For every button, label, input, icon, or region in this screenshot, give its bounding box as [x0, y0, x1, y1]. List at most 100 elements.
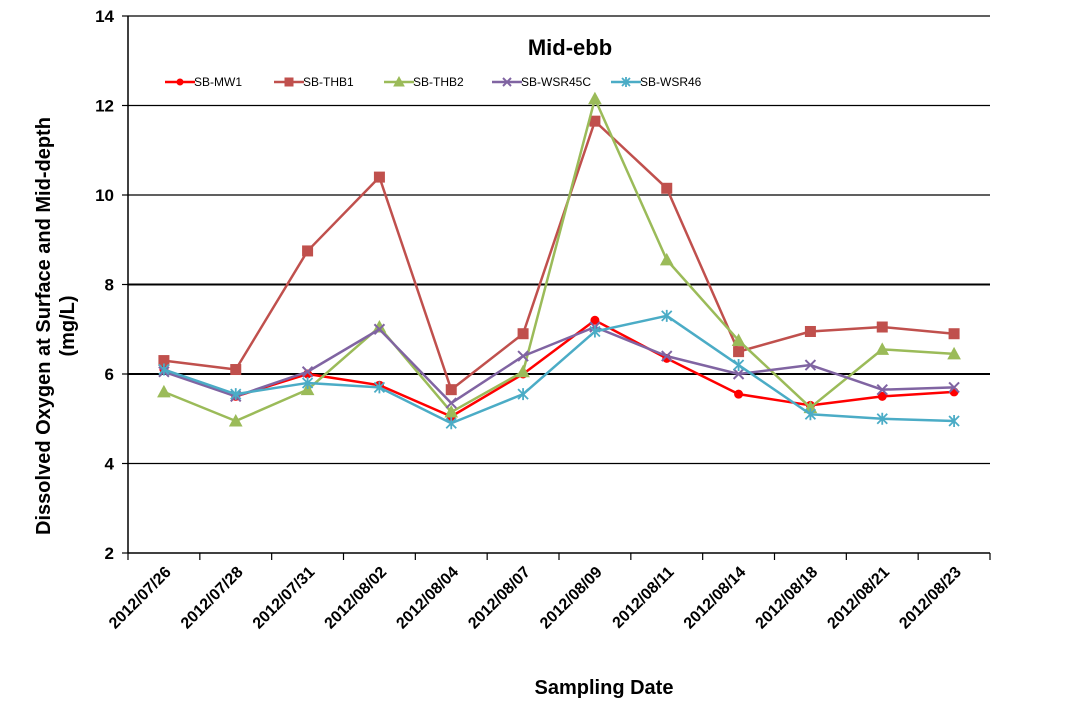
y-tick-label: 10 [95, 186, 114, 205]
legend-item: SB-THB2 [384, 75, 464, 89]
series-sb-wsr46 [158, 309, 960, 430]
data-point [804, 325, 816, 337]
y-axis-title-line-2: (mg/L) [57, 295, 79, 356]
x-tick-label: 2012/08/09 [537, 564, 606, 633]
data-point [157, 384, 171, 398]
data-point [302, 245, 314, 257]
x-tick-label: 2012/07/26 [106, 564, 175, 633]
legend-label: SB-MW1 [194, 75, 242, 89]
data-point [393, 75, 405, 87]
legend-label: SB-WSR46 [640, 75, 702, 89]
x-tick-label: 2012/08/04 [393, 564, 462, 633]
data-point [445, 397, 457, 409]
x-tick-label: 2012/08/07 [465, 564, 534, 633]
data-point [516, 364, 530, 378]
data-point [590, 315, 600, 325]
series-line [163, 319, 955, 418]
series-sb-mw1 [159, 315, 959, 422]
data-point [875, 342, 890, 355]
data-point [373, 171, 385, 183]
data-point [661, 309, 673, 322]
data-point [948, 414, 960, 427]
x-tick-label: 2012/07/28 [178, 564, 247, 633]
series-line [163, 314, 955, 425]
chart-title: Mid-ebb [528, 35, 612, 60]
x-axis-title: Sampling Date [535, 677, 674, 699]
data-point [661, 350, 673, 362]
y-axis-ticks: 2 4 6 8 10 12 14 [95, 7, 128, 563]
y-axis-title-group: Dissolved Oxygen at Surface and Mid-dept… [33, 117, 79, 535]
data-point [502, 77, 512, 87]
series-line [163, 325, 955, 405]
data-point [877, 391, 887, 401]
data-point [589, 115, 601, 127]
legend-item: SB-THB1 [274, 75, 354, 89]
data-point [284, 77, 294, 87]
data-point [588, 91, 602, 105]
gridlines [128, 15, 990, 465]
x-tick-label: 2012/07/31 [250, 564, 319, 633]
y-tick-label: 14 [95, 7, 114, 26]
y-tick-label: 6 [105, 365, 114, 384]
series-sb-thb1 [158, 115, 960, 396]
data-point [445, 417, 457, 430]
data-point [230, 388, 242, 401]
y-tick-label: 2 [105, 544, 114, 563]
legend-label: SB-WSR45C [521, 75, 591, 89]
x-tick-label: 2012/08/02 [322, 564, 391, 633]
data-point [804, 408, 817, 421]
data-point [445, 384, 457, 396]
series-group [157, 91, 961, 430]
data-point [230, 364, 242, 376]
data-point [517, 350, 529, 362]
legend-label: SB-THB2 [413, 75, 464, 89]
data-point [661, 182, 673, 194]
y-tick-label: 4 [105, 455, 115, 474]
data-point [621, 77, 631, 87]
data-point [301, 376, 314, 389]
x-axis-ticks: 2012/07/26 2012/07/28 2012/07/31 2012/08/02… [106, 553, 991, 633]
data-point [732, 368, 745, 380]
legend-item: SB-MW1 [165, 75, 242, 89]
data-point [176, 78, 184, 86]
data-point [948, 328, 960, 340]
data-point [734, 389, 744, 399]
series-sb-wsr45c [158, 321, 960, 409]
data-point [733, 346, 745, 358]
x-tick-label: 2012/08/18 [753, 564, 822, 633]
data-point [876, 321, 888, 333]
data-point [373, 381, 386, 394]
data-point [659, 252, 674, 266]
data-point [158, 363, 170, 376]
x-tick-label: 2012/08/21 [824, 564, 893, 633]
data-point [373, 323, 386, 335]
x-tick-label: 2012/08/23 [896, 564, 965, 633]
series-sb-thb2 [157, 91, 961, 427]
legend-label: SB-THB1 [303, 75, 354, 89]
y-axis-title-line-1: Dissolved Oxygen at Surface and Mid-dept… [33, 117, 55, 535]
series-line [163, 97, 955, 423]
data-point [948, 381, 960, 394]
data-point [876, 383, 888, 396]
data-point [300, 382, 315, 396]
data-point [517, 388, 529, 401]
y-tick-label: 12 [95, 97, 114, 116]
data-point [301, 366, 314, 378]
legend-item: SB-WSR46 [611, 75, 702, 89]
data-point [517, 328, 529, 340]
data-point [589, 325, 601, 338]
data-point [228, 413, 243, 427]
x-tick-label: 2012/08/14 [681, 564, 750, 633]
data-point [876, 412, 888, 425]
data-point [731, 333, 746, 346]
y-tick-label: 8 [105, 276, 114, 295]
series-line [163, 119, 955, 391]
data-point [804, 359, 817, 371]
legend-item: SB-WSR45C [492, 75, 591, 89]
data-point [732, 359, 745, 372]
data-point [444, 404, 459, 418]
legend: SB-MW1 SB-THB1 SB-THB2 SB-WSR45C SB-WSR46 [165, 75, 702, 89]
data-point [947, 346, 961, 360]
x-tick-label: 2012/08/11 [610, 564, 678, 632]
